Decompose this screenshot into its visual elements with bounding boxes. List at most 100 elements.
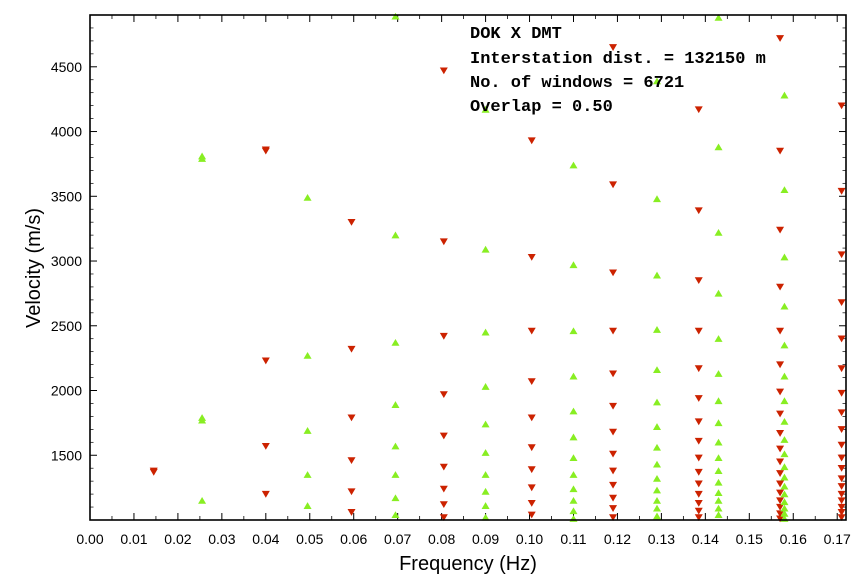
- data-point: [837, 475, 846, 483]
- data-point: [714, 370, 723, 377]
- data-point: [714, 397, 723, 405]
- data-point: [780, 436, 789, 443]
- data-point: [527, 253, 536, 261]
- data-point: [527, 414, 536, 422]
- data-point: [653, 512, 661, 520]
- x-tick-label: 0.15: [736, 531, 763, 547]
- data-point: [776, 147, 785, 155]
- data-point: [837, 483, 846, 490]
- data-point: [527, 444, 536, 452]
- data-point: [391, 401, 400, 408]
- y-tick-label: 4000: [51, 124, 82, 140]
- data-point: [780, 482, 789, 490]
- data-point: [694, 327, 703, 335]
- data-point: [776, 226, 785, 234]
- data-point: [439, 391, 448, 398]
- data-point: [653, 271, 661, 279]
- data-point: [714, 511, 723, 519]
- data-point: [776, 515, 785, 523]
- data-point: [198, 416, 207, 424]
- data-point: [391, 12, 400, 20]
- data-point: [347, 488, 356, 496]
- data-point: [694, 454, 703, 462]
- x-tick-label: 0.10: [516, 531, 543, 547]
- data-point: [303, 193, 312, 201]
- data-point: [303, 471, 312, 478]
- data-points: [149, 12, 846, 523]
- data-point: [481, 449, 490, 456]
- data-point: [776, 35, 785, 42]
- data-point: [837, 497, 846, 505]
- y-axis-title: Velocity (m/s): [23, 208, 45, 328]
- x-tick-label: 0.07: [384, 531, 411, 547]
- data-point: [609, 181, 618, 189]
- annotation-line-4: Overlap = 0.50: [470, 98, 613, 117]
- data-point: [714, 419, 723, 427]
- y-tick-label: 4500: [51, 59, 82, 75]
- x-tick-label: 0.03: [208, 531, 235, 547]
- data-point: [609, 467, 618, 475]
- data-point: [569, 161, 578, 169]
- data-point: [837, 465, 846, 472]
- data-point: [780, 504, 789, 512]
- data-point: [653, 496, 661, 504]
- data-point: [439, 501, 448, 509]
- data-point: [694, 418, 703, 426]
- data-point: [780, 253, 789, 261]
- annotation-block: DOK X DMT Interstation dist. = 132150 m …: [470, 25, 766, 117]
- data-point: [481, 245, 490, 253]
- data-point: [776, 327, 785, 335]
- data-point: [481, 487, 490, 495]
- data-point: [694, 490, 703, 498]
- data-point: [569, 454, 578, 462]
- data-point: [694, 437, 703, 445]
- data-point: [776, 470, 785, 477]
- data-point: [347, 509, 356, 516]
- data-point: [780, 372, 789, 380]
- data-point: [569, 496, 578, 504]
- data-point: [694, 507, 703, 515]
- x-tick-label: 0.17: [824, 531, 851, 547]
- x-tick-label: 0.12: [604, 531, 631, 547]
- data-point: [653, 398, 661, 406]
- data-point: [653, 326, 661, 333]
- x-tick-label: 0.13: [648, 531, 675, 547]
- data-point: [780, 473, 789, 481]
- data-point: [569, 327, 578, 335]
- data-point: [569, 471, 578, 478]
- y-tick-label: 1500: [51, 447, 82, 463]
- data-point: [776, 503, 785, 511]
- data-point: [569, 507, 578, 515]
- data-point: [714, 504, 723, 512]
- data-point: [527, 137, 536, 145]
- data-point: [391, 339, 400, 346]
- data-point: [653, 443, 661, 451]
- data-point: [609, 494, 618, 502]
- data-point: [694, 106, 703, 114]
- data-point: [439, 67, 448, 75]
- x-tick-label: 0.06: [340, 531, 367, 547]
- data-point: [780, 302, 789, 310]
- data-point: [837, 441, 846, 449]
- data-point: [837, 365, 846, 373]
- data-point: [609, 327, 618, 335]
- x-tick-label: 0.16: [780, 531, 807, 547]
- data-point: [303, 427, 312, 434]
- data-point: [347, 414, 356, 422]
- x-tick-label: 0.08: [428, 531, 455, 547]
- data-point: [694, 395, 703, 402]
- data-point: [714, 143, 723, 151]
- data-point: [481, 502, 490, 509]
- data-point: [776, 510, 785, 518]
- x-axis-title: Frequency (Hz): [399, 553, 537, 575]
- data-point: [347, 218, 356, 226]
- annotation-line-3: No. of windows = 6721: [470, 74, 684, 93]
- data-point: [527, 511, 536, 519]
- data-point: [569, 433, 578, 441]
- x-tick-label: 0.01: [120, 531, 147, 547]
- data-point: [569, 485, 578, 493]
- x-tick-label: 0.09: [472, 531, 499, 547]
- data-point: [776, 388, 785, 396]
- data-point: [527, 466, 536, 474]
